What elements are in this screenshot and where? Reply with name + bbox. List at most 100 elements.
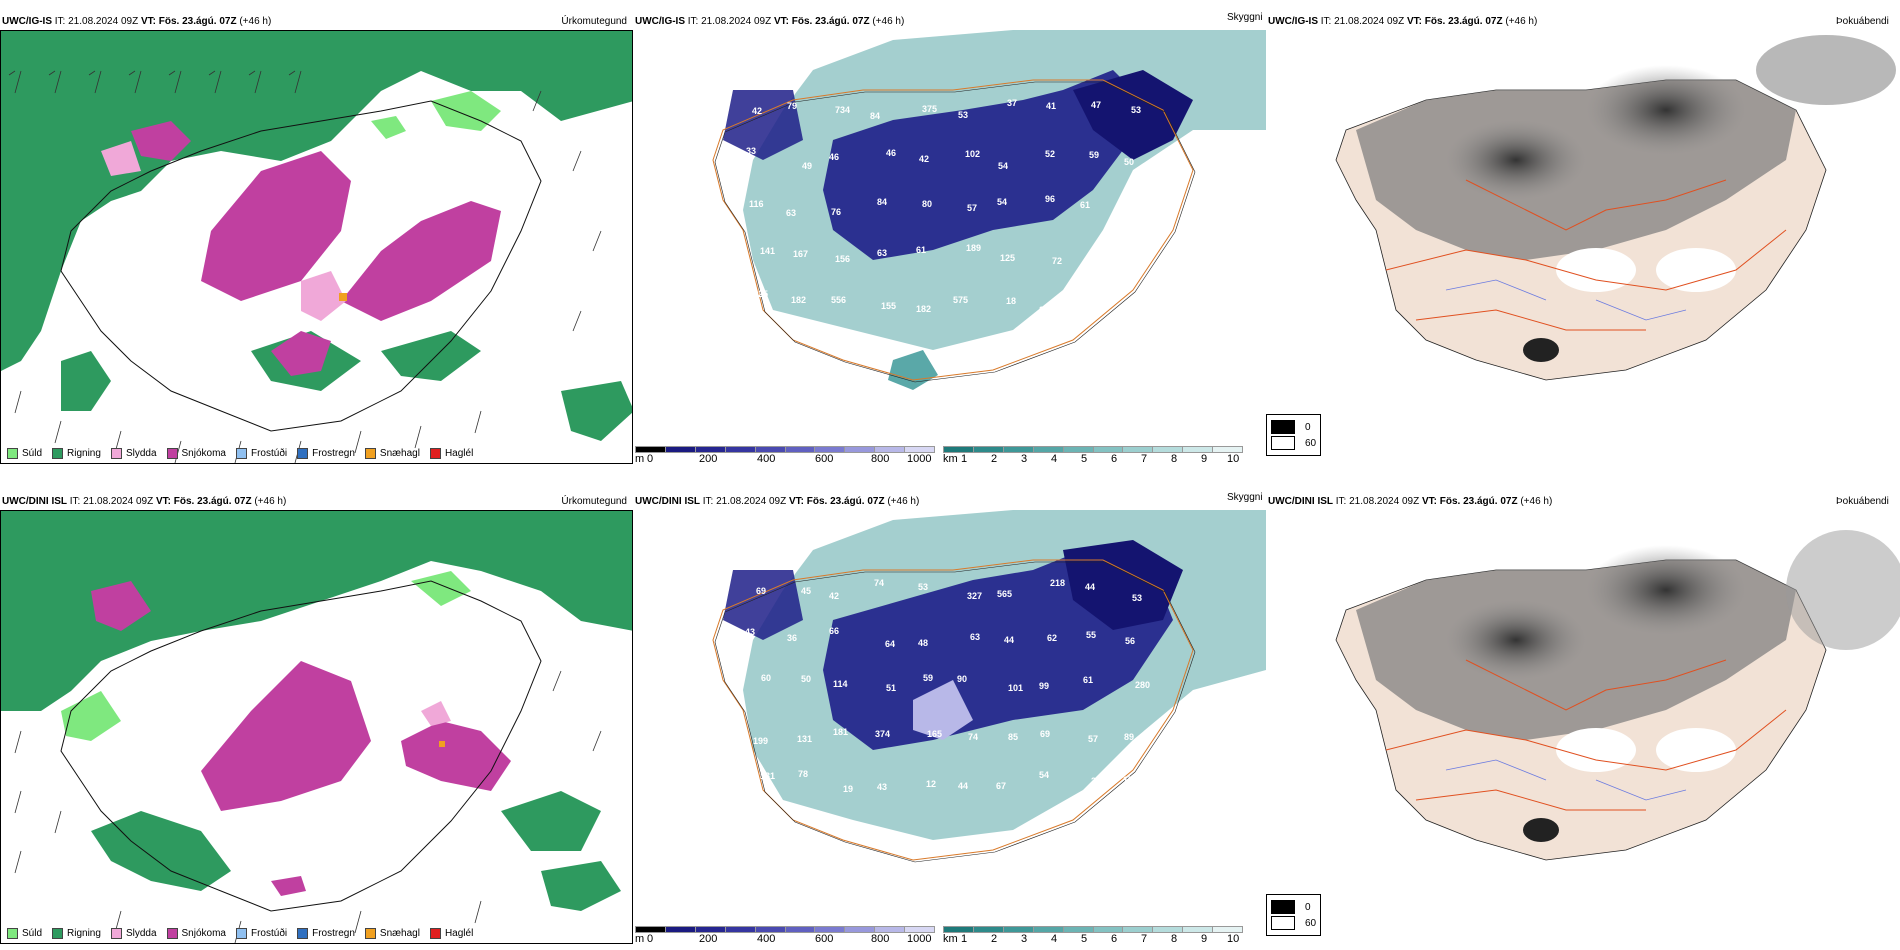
visibility-value-label: 43	[877, 782, 887, 792]
colorbar-segment	[1093, 926, 1124, 933]
colorbar-segment	[665, 446, 696, 453]
panel-field-name: Skyggni	[1227, 492, 1263, 503]
visibility-value-label: 63	[877, 248, 887, 258]
visibility-value-label: 57	[1088, 734, 1098, 744]
colorbar-tick: 5	[1081, 933, 1088, 945]
legend-item: Frostregn	[297, 928, 355, 939]
fog-index-panel-top: UWC/IG-IS IT: 21.08.2024 09Z VT: Fös. 23…	[1266, 14, 1900, 464]
legend-item: Slydda	[110, 448, 157, 459]
colorbar-unit: m	[635, 933, 645, 945]
colorbar-segment	[1033, 926, 1064, 933]
colorbar-segment	[1063, 926, 1094, 933]
colorbar-tick: 4	[1051, 933, 1058, 945]
colorbar-segment	[973, 926, 1004, 933]
visibility-value-label: 125	[1000, 253, 1015, 263]
legend-swatch	[297, 448, 309, 459]
visibility-value-label: 218	[1050, 578, 1065, 588]
visibility-value-label: 42	[919, 154, 929, 164]
colorbar-tick: 6	[1111, 933, 1118, 945]
visibility-value-label: 46	[886, 148, 896, 158]
colorbar-segment	[875, 446, 906, 453]
colorbar-m-segments	[635, 926, 936, 933]
colorbar-m-ticks: m 0 200 400 600 800 1000	[635, 933, 935, 945]
visibility-value-label: 61	[1083, 675, 1093, 685]
fog-swatch	[1271, 916, 1295, 930]
colorbar-segment	[725, 926, 756, 933]
legend-swatch	[364, 448, 376, 459]
colorbar-segment	[636, 446, 666, 453]
visibility-value-label: 54	[998, 161, 1008, 171]
legend-item: Súld	[7, 448, 42, 459]
visibility-map-graphic: 42 79 734 84 375 53 37 41 47 53 33 49 46 46 42 102 54 52 5…	[633, 30, 1266, 430]
colorbar-tick: 9	[1201, 933, 1208, 945]
colorbar-segment	[944, 446, 974, 453]
visibility-value-label: 156	[835, 254, 850, 264]
visibility-value-label: 59	[923, 673, 933, 683]
legend-swatch	[110, 928, 122, 939]
visibility-value-label: 48	[918, 638, 928, 648]
visibility-value-label: 56	[1125, 636, 1135, 646]
visibility-value-label: 12	[926, 779, 936, 789]
colorbar-unit: m	[635, 453, 645, 465]
colorbar-tick: 200	[699, 933, 718, 945]
colorbar-segment	[1063, 446, 1094, 453]
panel-title: UWC/DINI ISL IT: 21.08.2024 09Z VT: Fös.…	[2, 496, 287, 507]
visibility-value-label: 42	[752, 106, 762, 116]
colorbar-segment	[1123, 446, 1154, 453]
visibility-value-label: 734	[835, 105, 850, 115]
colorbar-tick: 7	[1141, 453, 1148, 465]
visibility-value-label: 236	[1091, 776, 1106, 786]
legend-swatch	[166, 448, 178, 459]
colorbar-segment	[1033, 446, 1064, 453]
colorbar-tick: 400	[757, 453, 776, 465]
colorbar-tick: 4	[1051, 453, 1058, 465]
colorbar-segment	[1183, 926, 1214, 933]
legend-swatch	[364, 928, 376, 939]
fog-map	[1266, 30, 1900, 430]
visibility-value-label: 46	[829, 152, 839, 162]
colorbar-segment	[875, 926, 906, 933]
visibility-value-label: 155	[881, 301, 896, 311]
colorbar-tick: 3	[1021, 933, 1028, 945]
colorbar-segment	[1123, 926, 1154, 933]
precip-map: Súld Rigning Slydda Snjókoma Frostúði Fr…	[0, 510, 633, 944]
visibility-value-label: 36	[787, 633, 797, 643]
visibility-value-label: 54	[997, 197, 1007, 207]
precip-type-panel-top: UWC/IG-IS IT: 21.08.2024 09Z VT: Fös. 23…	[0, 14, 633, 464]
legend-swatch	[7, 928, 18, 939]
colorbar-segment	[785, 446, 816, 453]
precip-legend: Súld Rigning Slydda Snjókoma Frostúði Fr…	[7, 928, 473, 939]
fog-legend-row: 0	[1271, 420, 1316, 434]
colorbar-segment	[905, 446, 936, 453]
legend-item: Frostregn	[297, 448, 355, 459]
colorbar-segment	[725, 446, 756, 453]
visibility-value-label: 55	[1086, 630, 1096, 640]
colorbar-km-ticks: km 1 2 3 4 5 6 7 8 9 10	[943, 933, 1243, 945]
colorbar-segment	[1003, 446, 1034, 453]
visibility-value-label: 85	[1008, 732, 1018, 742]
colorbar-tick: 1	[961, 933, 968, 945]
visibility-value-label: 131	[797, 734, 812, 744]
fog-legend-row: 60	[1271, 436, 1316, 450]
fog-swatch	[1271, 900, 1295, 914]
legend-swatch	[52, 448, 64, 459]
colorbar-segment	[944, 926, 974, 933]
panel-field-name: Þokuábendi	[1836, 496, 1889, 507]
colorbar-segment	[636, 926, 666, 933]
visibility-value-label: 11	[1132, 297, 1142, 307]
visibility-value-label: 49	[802, 161, 812, 171]
precip-map-graphic	[1, 31, 632, 463]
fog-swatch	[1271, 420, 1295, 434]
colorbar-km-segments	[943, 446, 1244, 453]
visibility-value-label: 575	[953, 295, 968, 305]
colorbar-segment	[755, 446, 786, 453]
colorbar-tick: 1000	[907, 933, 932, 945]
colorbar-segment	[755, 926, 786, 933]
visibility-map: 42 79 734 84 375 53 37 41 47 53 33 49 46 46 42 102 54 52 5…	[633, 30, 1266, 430]
visibility-value-label: 102	[965, 149, 980, 159]
legend-swatch	[52, 928, 64, 939]
precip-legend: Súld Rigning Slydda Snjókoma Frostúði Fr…	[7, 448, 473, 459]
legend-item: Rigning	[52, 928, 101, 939]
legend-item: Frostúði	[235, 448, 287, 459]
visibility-value-label: 276	[1134, 251, 1149, 261]
